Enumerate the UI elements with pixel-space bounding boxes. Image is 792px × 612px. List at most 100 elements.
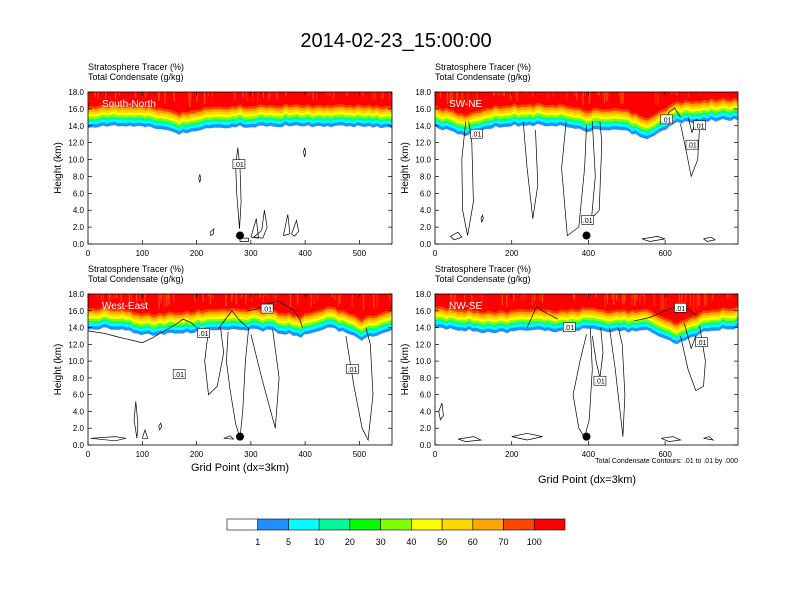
contour-label-text: .01 [564, 325, 574, 332]
location-marker [236, 231, 244, 240]
x-tick-label: 600 [658, 450, 672, 459]
panel-header-condensate: Total Condensate (g/kg) [88, 274, 184, 284]
contour-label-text: .01 [472, 132, 482, 139]
y-tick-label: 4.0 [73, 407, 85, 416]
colorbar-box [288, 518, 320, 531]
contour-label: .01 [685, 139, 699, 150]
y-tick-label: 14.0 [415, 122, 431, 131]
contour-label: .01 [693, 120, 706, 131]
contour-line [90, 436, 127, 442]
contour-line [572, 327, 593, 439]
panel-header-tracer: Stratosphere Tracer (%) [88, 62, 184, 72]
y-tick-label: 10.0 [68, 156, 84, 165]
colorbar-label: 60 [468, 537, 478, 547]
y-tick-label: 6.0 [420, 189, 432, 198]
contour-label-text: .01 [348, 367, 358, 374]
contour-line [291, 219, 299, 237]
contour-label-text: .01 [676, 306, 686, 313]
panels-layer: Stratosphere Tracer (%)Total Condensate … [53, 62, 739, 459]
contour-line [133, 401, 139, 439]
panel-sw-ne: Stratosphere Tracer (%)Total Condensate … [400, 62, 739, 258]
colorbar: 1 5 10 20 30 40 50 60 70 100 [226, 518, 566, 547]
panel-header-tracer: Stratosphere Tracer (%) [435, 62, 531, 72]
y-tick-label: 0.0 [420, 441, 432, 450]
contour-line [591, 121, 603, 220]
y-tick-label: 10.0 [415, 357, 431, 366]
y-tick-label: 8.0 [73, 374, 85, 383]
y-tick-label: 0.0 [73, 441, 85, 450]
y-tick-label: 4.0 [420, 206, 432, 215]
contour-label-text: .01 [697, 340, 707, 347]
contour-line [283, 214, 291, 236]
location-marker [236, 432, 244, 441]
contour-label-box [260, 303, 274, 314]
colorbar-box [503, 518, 535, 531]
x-tick-label: 0 [86, 450, 91, 459]
contour-label-box [470, 128, 483, 139]
y-tick-label: 14.0 [68, 122, 84, 131]
x-axis-label-right: Grid Point (dx=3km) [538, 474, 636, 486]
figure-title: 2014-02-23_15:00:00 [300, 30, 492, 52]
contour-line [457, 436, 483, 442]
y-axis-label: Height (km) [53, 142, 64, 194]
y-tick-label: 0.0 [73, 240, 85, 249]
colorbar-label: 20 [345, 537, 355, 547]
x-tick-label: 400 [582, 249, 596, 258]
contour-label-text: .01 [174, 372, 184, 379]
x-tick-label: 400 [298, 450, 312, 459]
contour-line [661, 436, 682, 442]
x-tick-label: 300 [244, 249, 258, 258]
contour-line [683, 323, 697, 350]
plot-border [434, 293, 739, 446]
colorbar-label: 40 [406, 537, 416, 547]
plot-border [434, 91, 739, 245]
contour-label-text: .01 [695, 123, 705, 130]
contour-label-text: .01 [662, 117, 672, 124]
y-tick-label: 4.0 [73, 206, 85, 215]
y-tick-label: 8.0 [420, 172, 432, 181]
contour-line [522, 121, 539, 219]
x-axis-label-left: Grid Point (dx=3km) [191, 462, 289, 474]
plot-border [87, 91, 393, 245]
y-tick-label: 18.0 [68, 290, 84, 299]
contour-line [561, 121, 587, 237]
contour-line [235, 147, 242, 229]
colorbar-box [472, 518, 504, 531]
x-tick-label: 400 [582, 450, 596, 459]
condensate-contours [198, 147, 307, 242]
colorbar-box [533, 518, 566, 531]
contour-label-box [674, 302, 687, 313]
y-tick-label: 6.0 [73, 391, 85, 400]
contour-line [526, 306, 558, 328]
y-tick-label: 16.0 [415, 307, 431, 316]
panel-name: South-North [102, 99, 156, 110]
contour-line [204, 327, 225, 396]
panel-name: West-East [102, 301, 148, 312]
contour-label-box [346, 364, 359, 374]
y-tick-label: 14.0 [415, 324, 431, 333]
y-tick-label: 6.0 [73, 189, 85, 198]
contour-label: .01 [581, 215, 594, 225]
contour-label: .01 [346, 364, 359, 374]
contour-label-box [685, 139, 699, 150]
y-tick-label: 4.0 [420, 407, 432, 416]
contour-line [511, 432, 543, 441]
contour-note: Total Condensate Contours: .01 to .01 by… [595, 458, 738, 465]
contour-line [209, 227, 215, 237]
panel-south-north: Stratosphere Tracer (%)Total Condensate … [53, 62, 393, 258]
x-tick-label: 200 [190, 450, 204, 459]
tracer-shading [435, 294, 738, 345]
contour-line [158, 422, 163, 431]
contour-label: .01 [197, 328, 210, 338]
contour-label: .01 [674, 302, 687, 313]
panel-header-tracer: Stratosphere Tracer (%) [88, 264, 184, 274]
y-tick-label: 14.0 [68, 324, 84, 333]
contour-label: .01 [232, 159, 246, 169]
contour-label-text: .01 [199, 331, 209, 338]
contour-label-box [232, 159, 246, 169]
tracer-shading [88, 294, 392, 341]
contour-label-box [693, 120, 706, 131]
colorbar-label: 30 [376, 537, 386, 547]
x-tick-label: 200 [505, 249, 519, 258]
